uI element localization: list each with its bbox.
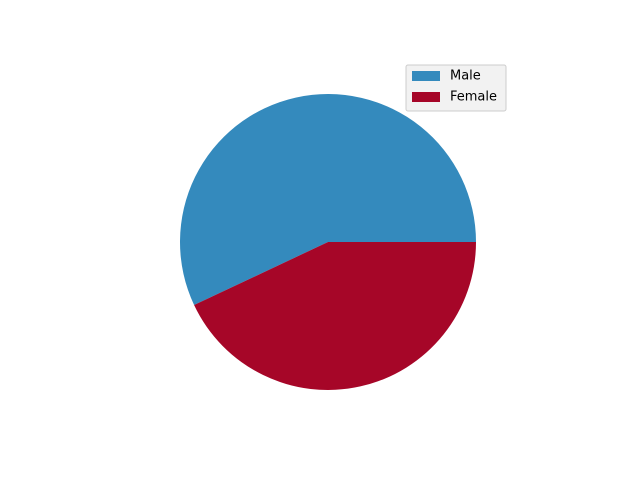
legend-swatch	[412, 92, 440, 102]
legend-entries: Male Female	[412, 69, 497, 105]
legend-label: Male	[450, 69, 481, 84]
pie	[180, 94, 477, 390]
pie-slice	[180, 94, 477, 306]
pie-slice	[194, 242, 476, 390]
legend-swatch	[412, 71, 440, 81]
legend-label: Female	[450, 90, 497, 105]
